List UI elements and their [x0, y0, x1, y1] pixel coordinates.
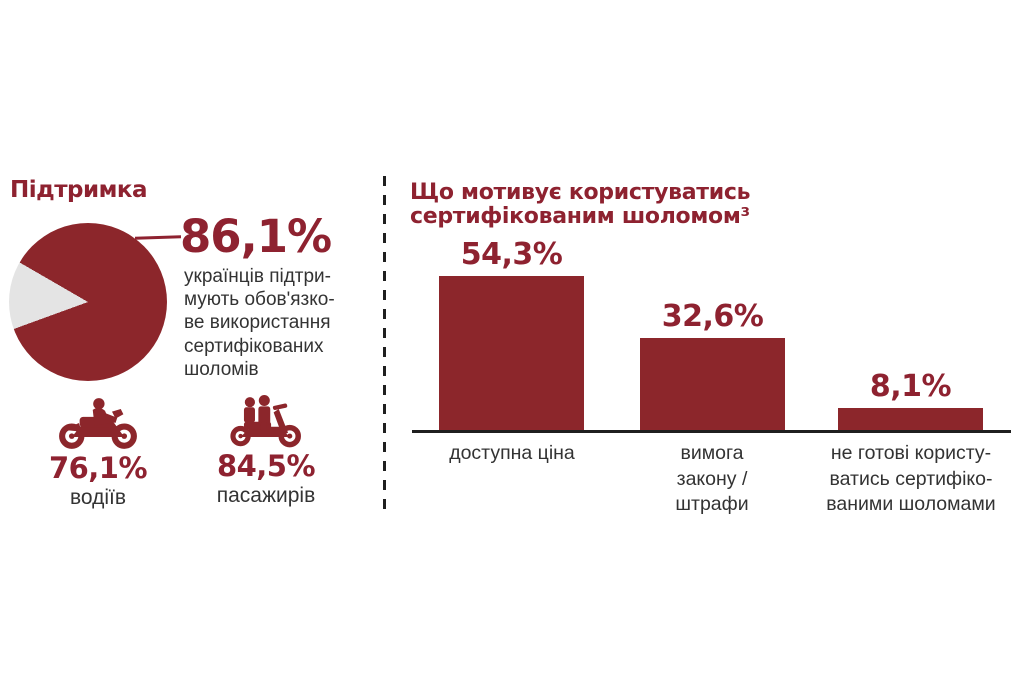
- bar-group-law-fines: 32,6%: [640, 240, 785, 431]
- bar-group-not-ready: 8,1%: [838, 240, 983, 431]
- category-label-affordable-price: доступна ціна: [449, 442, 575, 464]
- stat-label: пасажирів: [216, 484, 316, 507]
- bar-chart: 54,3% 32,6% 8,1%: [412, 240, 1011, 431]
- category-label-law-fines: вимога закону / штрафи: [675, 442, 749, 516]
- motorcycle-passengers-icon: [230, 394, 301, 448]
- donut-leader-line: [134, 235, 182, 240]
- stat-passengers: 84,5% пасажирів: [196, 392, 336, 508]
- support-donut-chart: [9, 223, 167, 564]
- motorcycle-driver-icon: [59, 398, 137, 449]
- bar-law-fines: [640, 338, 785, 431]
- category-label-not-ready: не готові користу- ватись сертифіко- ван…: [826, 442, 996, 516]
- bar-affordable-price: [439, 276, 584, 431]
- bar-value-label: 54,3%: [460, 237, 563, 272]
- stat-drivers: 76,1% водіїв: [28, 396, 168, 510]
- x-axis-line: [412, 430, 1011, 433]
- stat-label: водіїв: [69, 486, 127, 509]
- bar-value-label: 8,1%: [869, 369, 952, 404]
- bar-not-ready: [838, 408, 983, 431]
- left-panel-title: Підтримка: [10, 177, 148, 203]
- dashed-divider: [383, 176, 386, 510]
- bar-value-label: 32,6%: [661, 299, 764, 334]
- donut-value-label: 86,1%: [180, 210, 332, 263]
- bar-group-affordable-price: 54,3%: [439, 240, 584, 431]
- donut-caption: українців підтри- мують обов'язко- ве ви…: [184, 266, 335, 380]
- donut-hole: [58, 486, 136, 564]
- bar-chart-title: Що мотивує користуватись сертифікованим …: [410, 180, 751, 230]
- stat-value: 84,5%: [216, 449, 316, 483]
- stat-value: 76,1%: [48, 451, 148, 485]
